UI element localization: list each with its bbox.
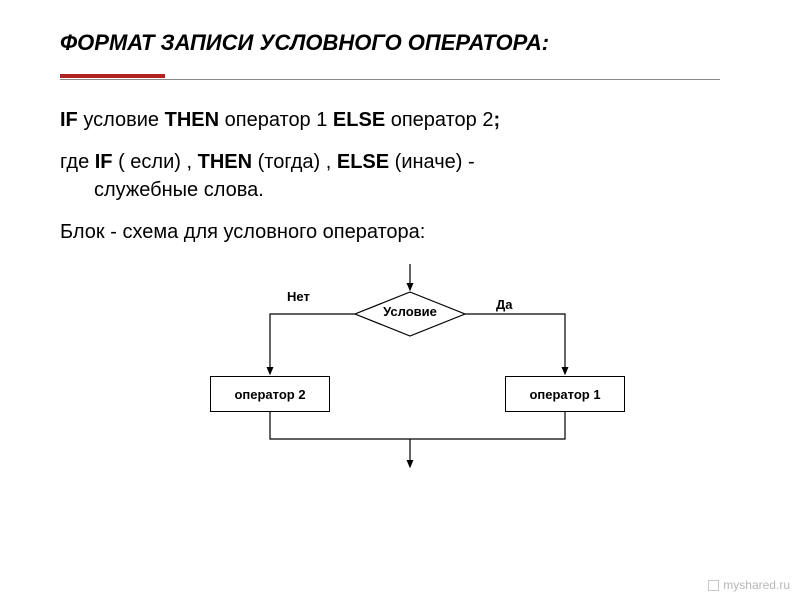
schema-caption: Блок - схема для условного оператора: — [60, 218, 760, 246]
slide: ФОРМАТ ЗАПИСИ УСЛОВНОГО ОПЕРАТОРА: IF ус… — [0, 0, 800, 600]
body-text: IF условие THEN оператор 1 ELSE оператор… — [60, 106, 760, 246]
divider — [60, 74, 760, 82]
flowchart: Условие оператор 2 оператор 1 Нет Да — [130, 264, 690, 474]
kw-then: THEN — [165, 109, 219, 131]
watermark-icon — [708, 580, 719, 591]
flowchart-lines — [130, 264, 690, 474]
label-no: Нет — [287, 289, 310, 304]
label-yes: Да — [496, 297, 513, 312]
edge-left-merge — [270, 412, 410, 439]
explain-line: где IF ( если) , THEN (тогда) , ELSE (ин… — [60, 148, 760, 204]
op1-box: оператор 1 — [505, 376, 625, 412]
op2-label: оператор 2 — [234, 387, 305, 402]
divider-line — [60, 79, 720, 80]
watermark: myshared.ru — [708, 578, 790, 592]
decision-label: Условие — [355, 304, 465, 319]
op1-label: оператор 1 — [529, 387, 600, 402]
syntax-line: IF условие THEN оператор 1 ELSE оператор… — [60, 106, 760, 134]
edge-no — [270, 314, 355, 374]
edge-right-merge — [410, 412, 565, 439]
kw-else: ELSE — [333, 109, 385, 131]
divider-accent — [60, 74, 165, 78]
watermark-text: myshared.ru — [723, 578, 790, 592]
op2-box: оператор 2 — [210, 376, 330, 412]
slide-title: ФОРМАТ ЗАПИСИ УСЛОВНОГО ОПЕРАТОРА: — [60, 30, 760, 56]
edge-yes — [465, 314, 565, 374]
kw-if: IF — [60, 109, 78, 131]
